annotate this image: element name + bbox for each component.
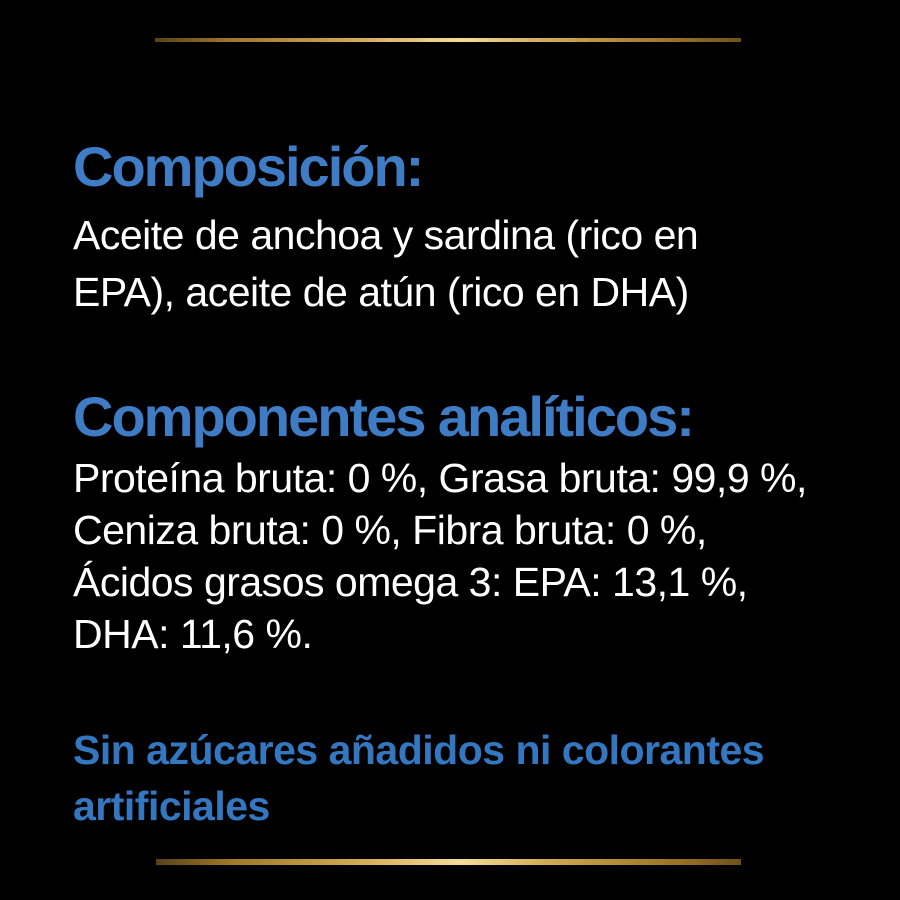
claim-line: artificiales	[73, 783, 270, 829]
composition-line: Aceite de anchoa y sardina (rico en	[73, 212, 699, 258]
composition-heading: Composición:	[73, 135, 424, 198]
analytics-line: Ceniza bruta: 0 %, Fibra bruta: 0 %,	[73, 507, 707, 553]
analytics-line: Proteína bruta: 0 %, Grasa bruta: 99,9 %…	[73, 455, 807, 501]
gold-divider-bottom	[156, 859, 741, 865]
analytical-components-heading: Componentes analíticos:	[73, 385, 695, 448]
claim-line: Sin azúcares añadidos ni colorantes	[73, 727, 765, 773]
no-additives-claim: Sin azúcares añadidos ni colorantes arti…	[73, 722, 765, 834]
analytics-line: Ácidos grasos omega 3: EPA: 13,1 %,	[73, 559, 748, 605]
composition-text: Aceite de anchoa y sardina (rico en EPA)…	[73, 207, 699, 321]
analytical-components-text: Proteína bruta: 0 %, Grasa bruta: 99,9 %…	[73, 452, 807, 660]
analytics-line: DHA: 11,6 %.	[73, 611, 313, 657]
composition-line: EPA), aceite de atún (rico en DHA)	[73, 269, 689, 315]
gold-divider-top	[155, 38, 741, 42]
